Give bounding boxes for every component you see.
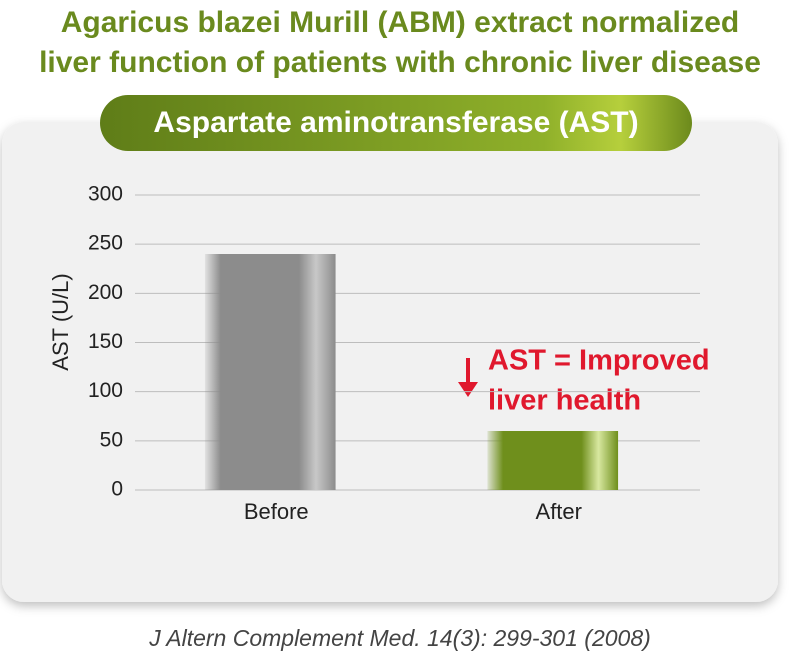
y-tick-label: 0: [111, 478, 123, 501]
annotation-arrow: [458, 358, 478, 397]
bar: [204, 254, 336, 490]
y-tick-label: 250: [88, 232, 123, 255]
y-tick-label: 300: [88, 183, 123, 206]
bar: [487, 431, 619, 490]
y-axis-label: AST (U/L): [48, 273, 73, 370]
annotation: liver health: [488, 385, 641, 417]
source: J Altern Complement Med. 14(3): 299-301 …: [148, 625, 651, 651]
chart-title: liver function of patients with chronic …: [39, 46, 761, 79]
annotation: AST = Improved: [488, 345, 710, 377]
x-tick-label: After: [536, 499, 582, 524]
y-tick-label: 150: [88, 330, 123, 353]
y-tick-label: 50: [100, 428, 123, 451]
chart-subtitle: Aspartate aminotransferase (AST): [153, 106, 638, 139]
y-tick-label: 100: [88, 379, 123, 402]
subtitle-banner: [100, 95, 692, 151]
chart-title: Agaricus blazei Murill (ABM) extract nor…: [61, 6, 739, 39]
y-tick-label: 200: [88, 281, 123, 304]
x-tick-label: Before: [244, 499, 309, 524]
